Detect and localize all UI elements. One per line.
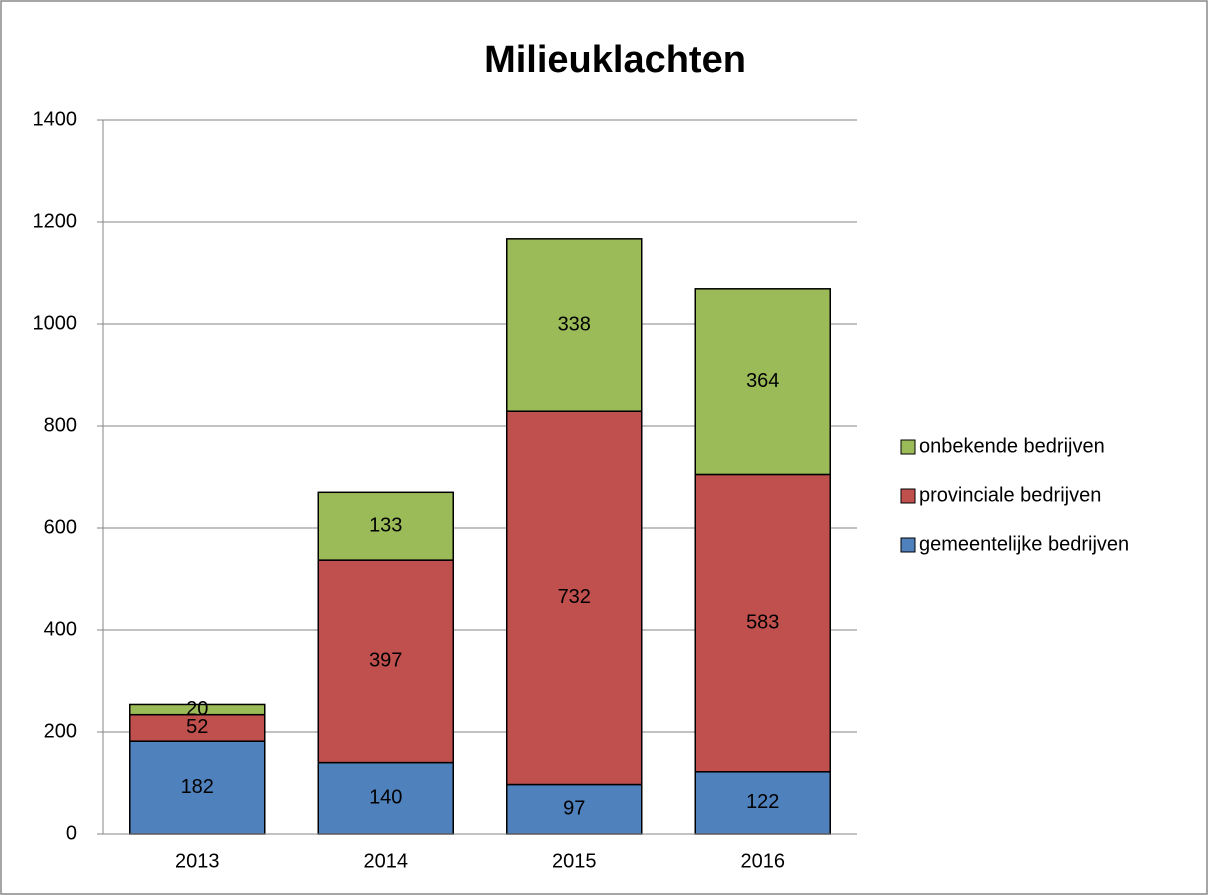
- data-label: 397: [369, 650, 402, 672]
- bar-segment: [694, 771, 831, 835]
- legend-label: provinciale bedrijven: [919, 484, 1101, 506]
- bar-segment: [129, 703, 266, 716]
- bar-segment: [694, 473, 831, 773]
- y-tick-label: 200: [44, 720, 77, 742]
- data-label: 364: [746, 370, 779, 392]
- bar-segment: [317, 559, 454, 764]
- x-tick-label: 2015: [552, 850, 597, 872]
- data-label: 583: [746, 611, 779, 633]
- legend-swatch: [900, 488, 916, 504]
- data-label: 122: [746, 791, 779, 813]
- data-label: 732: [558, 586, 591, 608]
- bar-segment: [317, 761, 454, 835]
- bar-segment: [129, 740, 266, 835]
- data-label: 140: [369, 787, 402, 809]
- y-tick-label: 1400: [33, 108, 78, 130]
- chart-title: Milieuklachten: [484, 39, 746, 81]
- bar-segment: [317, 491, 454, 561]
- y-tick-label: 600: [44, 516, 77, 538]
- y-tick-label: 1200: [33, 210, 78, 232]
- x-tick-label: 2014: [364, 850, 409, 872]
- legend-swatch: [900, 537, 916, 553]
- legend-label: onbekende bedrijven: [919, 435, 1105, 457]
- data-label: 97: [563, 798, 585, 820]
- y-tick-label: 800: [44, 414, 77, 436]
- data-label: 133: [369, 514, 402, 536]
- legend-swatch: [900, 439, 916, 455]
- x-tick-label: 2016: [741, 850, 786, 872]
- data-label: 182: [181, 776, 214, 798]
- data-label: 20: [186, 698, 208, 720]
- bar-segment: [694, 288, 831, 476]
- legend-label: gemeentelijke bedrijven: [919, 533, 1129, 555]
- y-tick-label: 400: [44, 618, 77, 640]
- data-label: 338: [558, 313, 591, 335]
- data-label: 52: [186, 716, 208, 738]
- x-tick-label: 2013: [175, 850, 220, 872]
- y-tick-label: 0: [66, 822, 77, 844]
- bar-segment: [506, 410, 643, 786]
- bar-segment: [506, 238, 643, 412]
- y-tick-label: 1000: [33, 312, 78, 334]
